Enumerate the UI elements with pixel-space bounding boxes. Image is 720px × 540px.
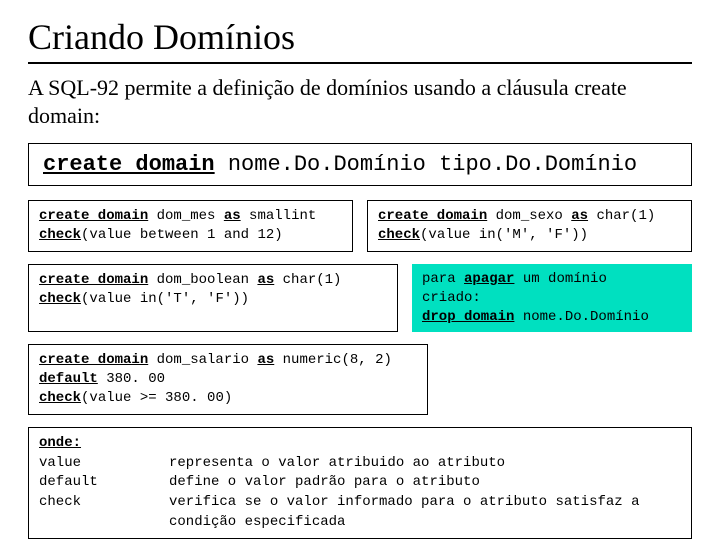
ident: dom_mes: [148, 208, 224, 224]
kw: check: [378, 227, 420, 243]
type: char(1): [588, 208, 655, 224]
kw: as: [257, 352, 274, 368]
example-mes: create domain dom_mes as smallint check(…: [28, 200, 353, 252]
kw: as: [571, 208, 588, 224]
kw: check: [39, 291, 81, 307]
type: char(1): [274, 272, 341, 288]
code-line: create domain dom_mes as smallint: [39, 207, 342, 226]
intro-text: A SQL-92 permite a definição de domínios…: [28, 74, 692, 129]
kw: create domain: [39, 208, 148, 224]
page-title: Criando Domínios: [28, 16, 692, 58]
type: numeric(8, 2): [274, 352, 392, 368]
expr: (value between 1 and 12): [81, 227, 283, 243]
kw: create domain: [39, 352, 148, 368]
syntax-keyword: create domain: [43, 152, 215, 177]
kw: check: [39, 227, 81, 243]
code-line: create domain dom_salario as numeric(8, …: [39, 351, 417, 370]
title-rule: [28, 62, 692, 64]
glossary-desc: verifica se o valor informado para o atr…: [169, 493, 681, 532]
glossary-row: value representa o valor atribuido ao at…: [39, 454, 681, 474]
txt: nome.Do.Domínio: [514, 309, 648, 325]
kw: check: [39, 390, 81, 406]
kw: create domain: [378, 208, 487, 224]
glossary-term: check: [39, 493, 169, 532]
row-1: create domain dom_mes as smallint check(…: [28, 200, 692, 252]
glossary-term: value: [39, 454, 169, 474]
code-line: create domain dom_sexo as char(1): [378, 207, 681, 226]
glossary-box: onde: value representa o valor atribuido…: [28, 427, 692, 539]
kw: create domain: [39, 272, 148, 288]
glossary-row: check verifica se o valor informado para…: [39, 493, 681, 532]
hint-box: para apagar um domínio criado: drop doma…: [412, 264, 692, 333]
kw: default: [39, 371, 98, 387]
example-salario: create domain dom_salario as numeric(8, …: [28, 344, 428, 415]
code-line: create domain dom_boolean as char(1): [39, 271, 387, 290]
glossary-desc: define o valor padrão para o atributo: [169, 473, 480, 493]
glossary-term: default: [39, 473, 169, 493]
kw: as: [224, 208, 241, 224]
code-line: check(value in('T', 'F')): [39, 290, 387, 309]
glossary-desc: representa o valor atribuido ao atributo: [169, 454, 505, 474]
hint-line: drop domain nome.Do.Domínio: [422, 308, 682, 327]
example-sexo: create domain dom_sexo as char(1) check(…: [367, 200, 692, 252]
glossary-header: onde:: [39, 434, 681, 454]
txt: para: [422, 271, 464, 287]
expr: 380. 00: [98, 371, 165, 387]
syntax-box: create domain nome.Do.Domínio tipo.Do.Do…: [28, 143, 692, 186]
expr: (value in('M', 'F')): [420, 227, 588, 243]
code-line: check(value in('M', 'F')): [378, 226, 681, 245]
example-boolean: create domain dom_boolean as char(1) che…: [28, 264, 398, 333]
code-line: check(value between 1 and 12): [39, 226, 342, 245]
ident: dom_boolean: [148, 272, 257, 288]
expr: (value in('T', 'F')): [81, 291, 249, 307]
hint-line: para apagar um domínio: [422, 270, 682, 289]
code-line: check(value >= 380. 00): [39, 389, 417, 408]
type: smallint: [241, 208, 317, 224]
kw: drop domain: [422, 309, 514, 325]
hint-line: criado:: [422, 289, 682, 308]
row-2: create domain dom_boolean as char(1) che…: [28, 264, 692, 333]
syntax-type: tipo.Do.Domínio: [439, 152, 637, 177]
syntax-name: nome.Do.Domínio: [215, 152, 439, 177]
ident: dom_sexo: [487, 208, 571, 224]
kw: apagar: [464, 271, 514, 287]
expr: (value >= 380. 00): [81, 390, 232, 406]
txt: um domínio: [514, 271, 606, 287]
kw: as: [257, 272, 274, 288]
glossary-row: default define o valor padrão para o atr…: [39, 473, 681, 493]
ident: dom_salario: [148, 352, 257, 368]
code-line: default 380. 00: [39, 370, 417, 389]
